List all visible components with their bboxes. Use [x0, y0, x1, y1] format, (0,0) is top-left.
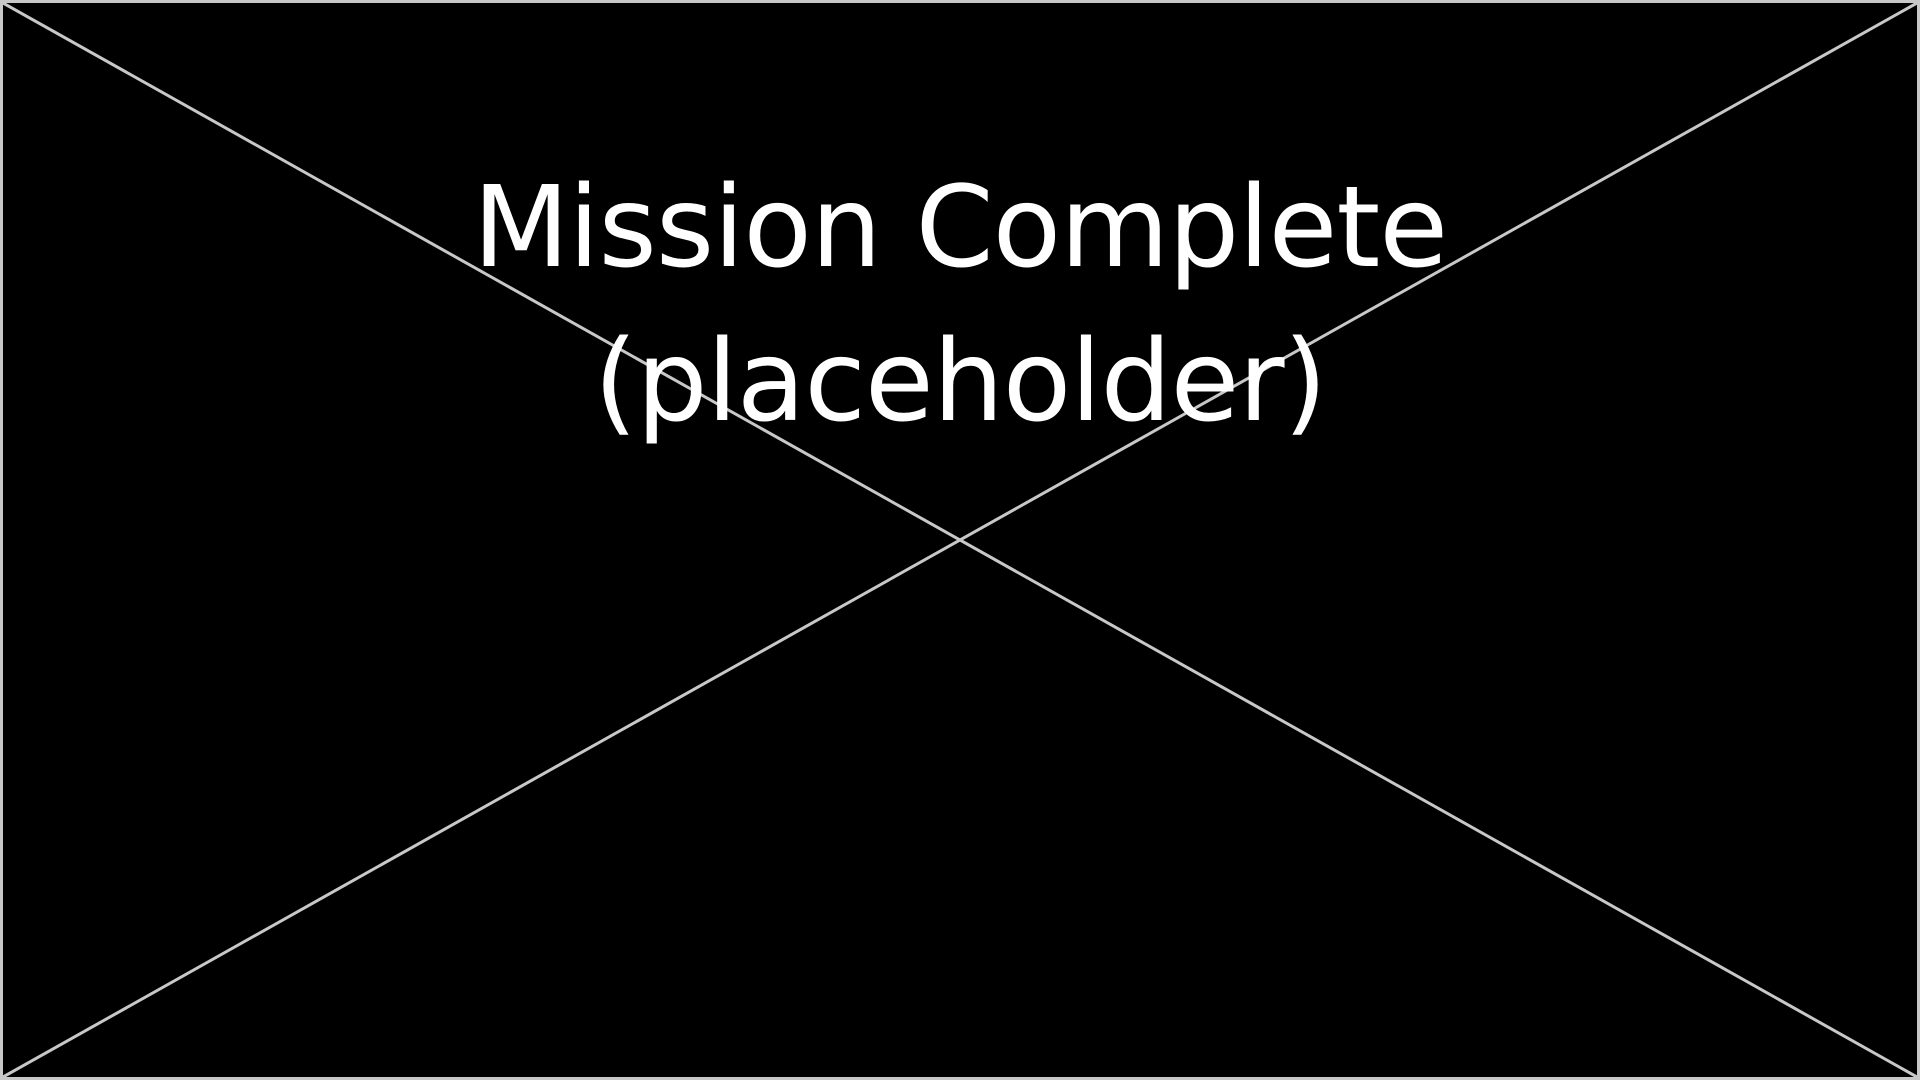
title-line-1: Mission Complete [472, 163, 1448, 293]
title-line-2: (placeholder) [593, 317, 1327, 447]
placeholder-diagonal-up [3, 3, 1917, 1077]
placeholder-cross [3, 3, 1917, 1077]
mission-complete-title: Mission Complete (placeholder) [3, 151, 1917, 459]
